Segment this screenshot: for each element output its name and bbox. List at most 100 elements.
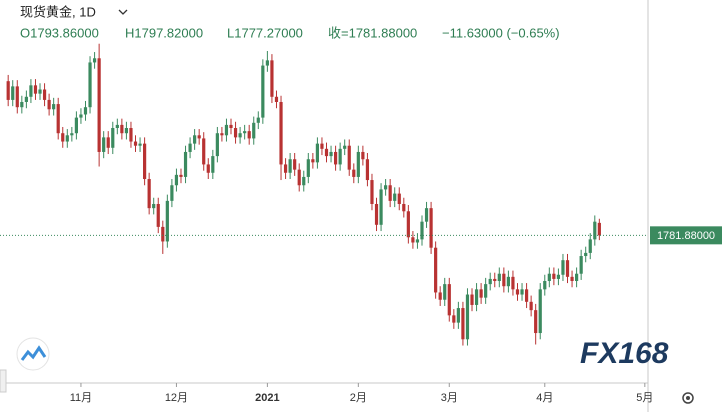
candle-body bbox=[315, 143, 320, 163]
candle-body bbox=[29, 85, 33, 97]
candle-body bbox=[534, 310, 538, 334]
candle-body bbox=[538, 289, 542, 334]
candle-body bbox=[79, 114, 83, 118]
candle-body bbox=[115, 124, 119, 129]
candle-body bbox=[179, 174, 183, 177]
candle-body bbox=[52, 104, 56, 110]
candle-body bbox=[306, 159, 310, 177]
candle-body bbox=[47, 99, 51, 110]
candle-body bbox=[356, 151, 360, 177]
candle-body bbox=[370, 180, 374, 204]
candle-body bbox=[493, 278, 497, 282]
candle-body bbox=[561, 260, 565, 275]
logo[interactable] bbox=[16, 337, 50, 371]
candle-body bbox=[393, 193, 397, 201]
last-price-box bbox=[650, 226, 722, 245]
candle-body bbox=[524, 289, 529, 302]
candle-body bbox=[193, 135, 197, 144]
candle-body bbox=[265, 60, 269, 66]
candle-body bbox=[106, 137, 110, 148]
candle-body bbox=[88, 62, 92, 108]
candle-body bbox=[202, 138, 206, 165]
candle-body bbox=[529, 301, 533, 311]
candle-body bbox=[311, 159, 315, 163]
candle-body bbox=[374, 203, 379, 225]
candle-body bbox=[461, 308, 465, 340]
candle-body bbox=[584, 252, 588, 257]
candle-body bbox=[565, 260, 570, 277]
candle-body bbox=[120, 124, 124, 134]
candle-body bbox=[243, 131, 247, 134]
candle-body bbox=[406, 211, 410, 238]
last-price-label: 1781.88000 bbox=[657, 230, 715, 242]
candle-body bbox=[438, 292, 442, 300]
candle-body bbox=[484, 284, 488, 298]
symbol-label: 现货黄金, 1D bbox=[20, 4, 96, 19]
candle-body bbox=[92, 58, 97, 63]
candle-body bbox=[288, 159, 292, 173]
candle-body bbox=[579, 256, 583, 274]
candle-body bbox=[547, 273, 551, 282]
candle-body bbox=[420, 221, 424, 240]
candle-body bbox=[147, 179, 151, 209]
candle-body bbox=[15, 86, 19, 108]
candle-body bbox=[206, 164, 210, 173]
x-tick-label: 12月 bbox=[165, 392, 188, 404]
change-label: −11.63000 (−0.65%) bbox=[442, 25, 560, 40]
candle-body bbox=[429, 208, 433, 248]
candle-body bbox=[124, 128, 129, 134]
candle-body bbox=[215, 133, 219, 157]
candle-body bbox=[197, 135, 201, 139]
x-tick-label: 2月 bbox=[350, 392, 367, 404]
candle-body bbox=[156, 203, 160, 227]
candle-body bbox=[38, 89, 42, 94]
candle-body bbox=[324, 148, 329, 157]
candle-body bbox=[247, 131, 251, 139]
candle-body bbox=[256, 117, 260, 123]
candle-body bbox=[74, 117, 78, 134]
candle-body bbox=[497, 273, 501, 282]
candle-body bbox=[402, 203, 406, 212]
candle-body bbox=[283, 164, 288, 173]
candle-body bbox=[293, 159, 297, 170]
candle-body bbox=[434, 247, 438, 293]
candle-body bbox=[111, 128, 115, 148]
candle-body bbox=[170, 185, 174, 201]
dropdown-chevron[interactable] bbox=[118, 9, 128, 15]
candle-body bbox=[424, 208, 429, 222]
candle-body bbox=[238, 133, 242, 138]
candle-body bbox=[65, 135, 69, 142]
candle-body bbox=[347, 145, 351, 170]
candle-body bbox=[470, 294, 474, 305]
plot-area bbox=[6, 43, 601, 346]
candle-body bbox=[352, 169, 356, 177]
candle-body bbox=[397, 193, 401, 204]
candle-body bbox=[302, 176, 306, 186]
candle-body bbox=[70, 133, 74, 136]
candle-body bbox=[138, 143, 142, 146]
candle-body bbox=[388, 185, 392, 201]
scroll-handle[interactable] bbox=[0, 369, 7, 393]
candle-body bbox=[506, 276, 510, 287]
candle-body bbox=[502, 273, 506, 287]
candle-body bbox=[188, 143, 192, 152]
candle-body bbox=[384, 185, 388, 190]
watermark: FX168 bbox=[580, 337, 669, 370]
candle-body bbox=[379, 189, 383, 225]
candle-body bbox=[556, 274, 561, 279]
candle-body bbox=[329, 151, 333, 157]
candle-body bbox=[270, 60, 274, 97]
candle-body bbox=[129, 128, 133, 142]
candle-body bbox=[575, 273, 579, 282]
candle-body bbox=[233, 128, 238, 138]
candle-body bbox=[83, 107, 88, 115]
candle-body bbox=[511, 276, 515, 290]
candle-body bbox=[361, 151, 365, 160]
candle-body bbox=[456, 308, 460, 323]
settings-icon[interactable] bbox=[682, 392, 694, 404]
candle-body bbox=[97, 58, 101, 152]
candle-body bbox=[224, 124, 229, 136]
candle-body bbox=[588, 239, 592, 253]
